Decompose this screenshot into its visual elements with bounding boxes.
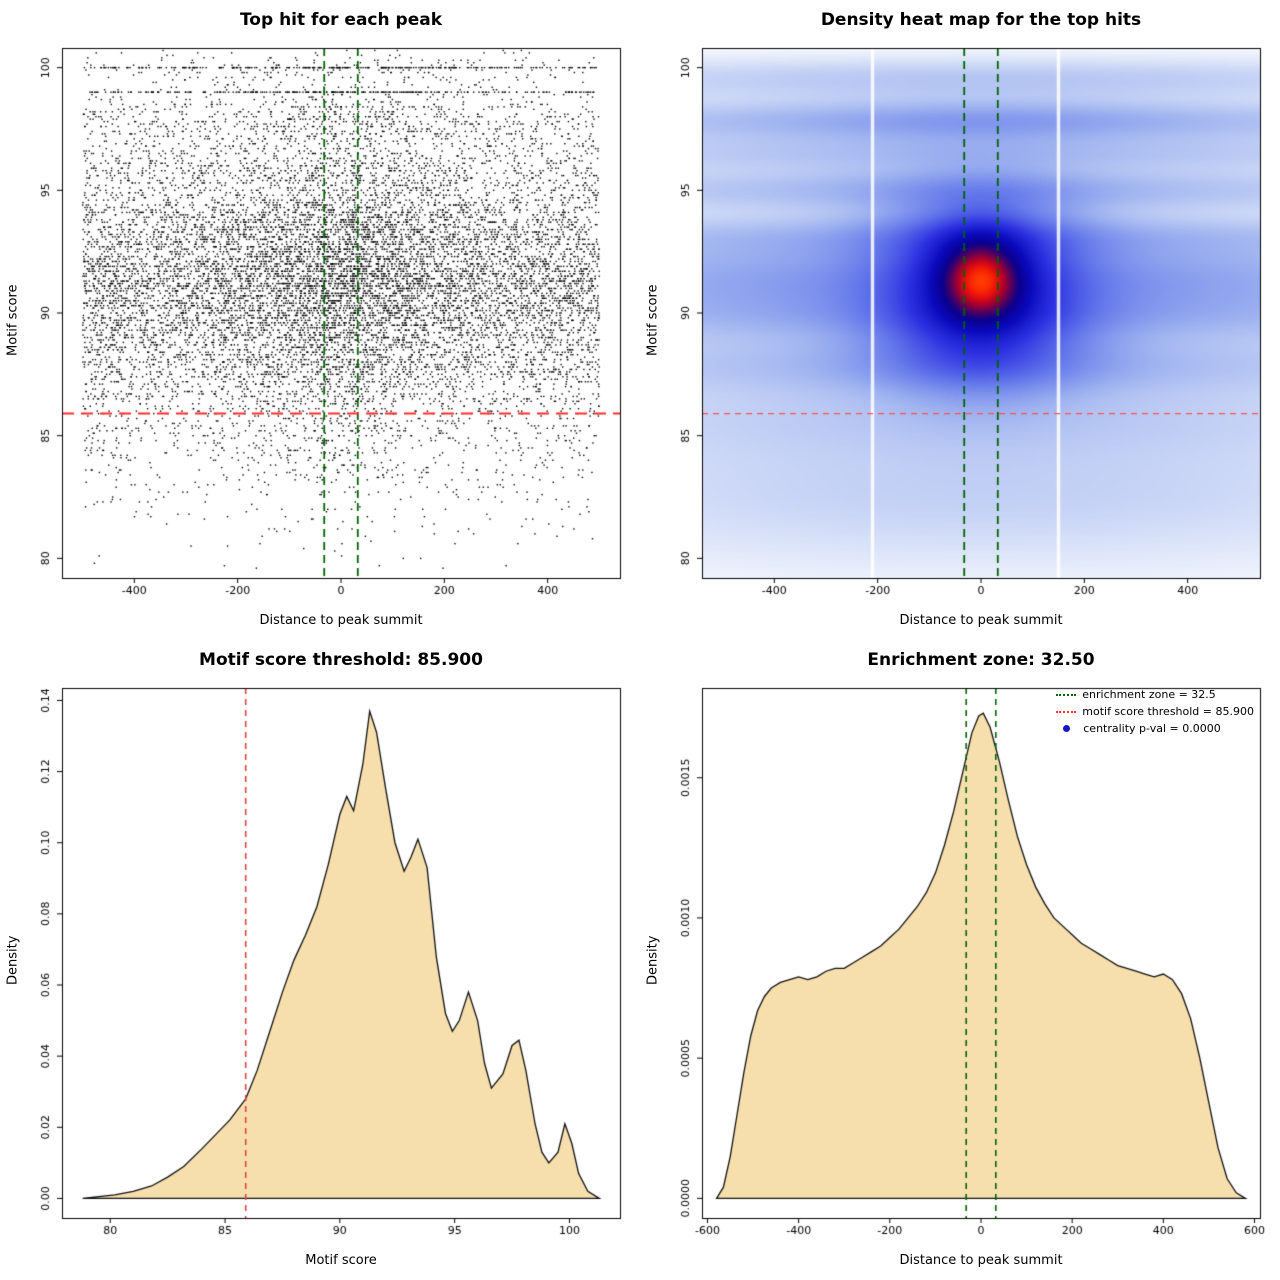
x-axis-label: Motif score (305, 1253, 377, 1268)
score-density-canvas (0, 640, 640, 1280)
x-axis-label: Distance to peak summit (899, 1253, 1063, 1268)
heatmap-canvas (640, 0, 1280, 640)
panel-title: Top hit for each peak (239, 10, 443, 30)
y-axis-label: Motif score (5, 284, 21, 356)
x-axis-label: Distance to peak summit (259, 613, 423, 628)
panel-title: Enrichment zone: 32.50 (867, 650, 1095, 670)
panel-title: Density heat map for the top hits (820, 10, 1142, 30)
scatter-canvas (0, 0, 640, 640)
legend-item-motif-threshold: motif score threshold = 85.900 (1056, 703, 1254, 720)
legend-item-enrichment-zone: enrichment zone = 32.5 (1056, 686, 1254, 703)
legend-item-centrality-pval: centrality p-val = 0.0000 (1056, 720, 1254, 737)
legend: enrichment zone = 32.5 motif score thres… (1056, 686, 1254, 737)
legend-label: motif score threshold = 85.900 (1082, 705, 1254, 719)
distance-density-canvas (640, 640, 1280, 1280)
panel-top-hits-scatter: Top hit for each peak Distance to peak s… (0, 0, 640, 640)
y-axis-label: Motif score (645, 284, 661, 356)
enrichment-zone-line-swatch (1056, 693, 1077, 696)
panel-distance-density: Enrichment zone: 32.50 Distance to peak … (640, 640, 1280, 1280)
panel-density-heatmap: Density heat map for the top hits Distan… (640, 0, 1280, 640)
centrality-pval-dot-swatch (1063, 725, 1071, 733)
y-axis-label: Density (5, 935, 21, 985)
y-axis-label: Density (645, 935, 661, 985)
legend-label: enrichment zone = 32.5 (1082, 688, 1216, 701)
panel-score-density: Motif score threshold: 85.900 Motif scor… (0, 640, 640, 1280)
motif-threshold-line-swatch (1056, 710, 1077, 713)
panel-title: Motif score threshold: 85.900 (199, 650, 483, 670)
legend-label: centrality p-val = 0.0000 (1083, 722, 1221, 736)
x-axis-label: Distance to peak summit (899, 613, 1063, 628)
